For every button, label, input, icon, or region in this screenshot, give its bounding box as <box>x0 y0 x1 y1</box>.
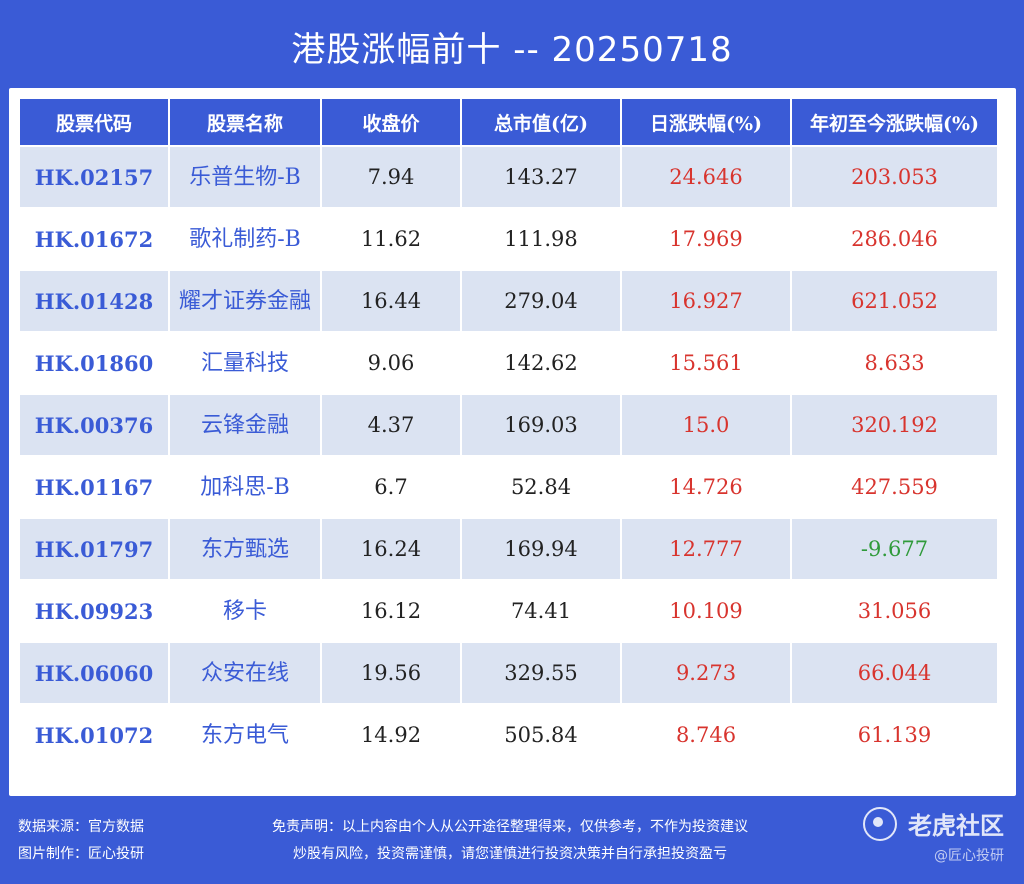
market-cap-cell: 74.41 <box>462 581 620 641</box>
header-market-cap: 总市值(亿) <box>462 99 620 145</box>
market-cap-cell: 505.84 <box>462 705 620 765</box>
market-cap-cell: 169.03 <box>462 395 620 455</box>
stock-name-cell: 耀才证券金融 <box>170 271 320 331</box>
watermark-sub: @匠心投研 <box>934 848 1004 864</box>
stock-code-cell: HK.01797 <box>20 519 168 579</box>
market-cap-cell: 143.27 <box>462 147 620 207</box>
stock-name-cell: 汇量科技 <box>170 333 320 393</box>
stock-name-cell: 云锋金融 <box>170 395 320 455</box>
table-row: HK.00376 云锋金融 4.37 169.03 15.0 320.192 <box>20 395 997 455</box>
table-row: HK.09923 移卡 16.12 74.41 10.109 31.056 <box>20 581 997 641</box>
ytd-change-cell: 31.056 <box>792 581 997 641</box>
ytd-change-cell: -9.677 <box>792 519 997 579</box>
stock-code-cell: HK.06060 <box>20 643 168 703</box>
stock-code-cell: HK.01167 <box>20 457 168 517</box>
stock-name-cell: 乐普生物-B <box>170 147 320 207</box>
footer-left: 数据来源：官方数据 图片制作：匠心投研 <box>18 814 144 868</box>
close-price-cell: 9.06 <box>322 333 460 393</box>
header-name: 股票名称 <box>170 99 320 145</box>
page-title: 港股涨幅前十 -- 20250718 <box>291 30 733 70</box>
day-change-cell: 12.777 <box>622 519 790 579</box>
market-cap-cell: 329.55 <box>462 643 620 703</box>
header-code: 股票代码 <box>20 99 168 145</box>
stock-code-cell: HK.01428 <box>20 271 168 331</box>
market-cap-cell: 52.84 <box>462 457 620 517</box>
day-change-cell: 15.0 <box>622 395 790 455</box>
table-row: HK.01860 汇量科技 9.06 142.62 15.561 8.633 <box>20 333 997 393</box>
ytd-change-cell: 320.192 <box>792 395 997 455</box>
close-price-cell: 14.92 <box>322 705 460 765</box>
market-cap-cell: 279.04 <box>462 271 620 331</box>
disclaimer-line-2: 炒股有风险，投资需谨慎，请您谨慎进行投资决策并自行承担投资盈亏 <box>293 846 727 862</box>
table-row: HK.02157 乐普生物-B 7.94 143.27 24.646 203.053 <box>20 147 997 207</box>
table-row: HK.06060 众安在线 19.56 329.55 9.273 66.044 <box>20 643 997 703</box>
stock-code-cell: HK.00376 <box>20 395 168 455</box>
day-change-cell: 15.561 <box>622 333 790 393</box>
watermark-brand: 老虎社区 <box>908 812 1004 840</box>
day-change-cell: 17.969 <box>622 209 790 269</box>
stock-code-cell: HK.01672 <box>20 209 168 269</box>
header-close: 收盘价 <box>322 99 460 145</box>
ytd-change-cell: 8.633 <box>792 333 997 393</box>
table-row: HK.01072 东方电气 14.92 505.84 8.746 61.139 <box>20 705 997 765</box>
stock-code-cell: HK.09923 <box>20 581 168 641</box>
footer-disclaimer: 免责声明：以上内容由个人从公开途径整理得来，仅供参考，不作为投资建议 炒股有风险… <box>250 814 770 868</box>
header-ytd-change: 年初至今涨跌幅(%) <box>792 99 997 145</box>
day-change-cell: 9.273 <box>622 643 790 703</box>
close-price-cell: 16.24 <box>322 519 460 579</box>
day-change-cell: 14.726 <box>622 457 790 517</box>
close-price-cell: 16.12 <box>322 581 460 641</box>
tiger-logo-icon <box>862 806 897 841</box>
close-price-cell: 19.56 <box>322 643 460 703</box>
stock-name-cell: 东方电气 <box>170 705 320 765</box>
stock-name-cell: 歌礼制药-B <box>170 209 320 269</box>
maker-text: 图片制作：匠心投研 <box>18 846 144 862</box>
stock-code-cell: HK.01860 <box>20 333 168 393</box>
table-row: HK.01797 东方甄选 16.24 169.94 12.777 -9.677 <box>20 519 997 579</box>
day-change-cell: 8.746 <box>622 705 790 765</box>
day-change-cell: 10.109 <box>622 581 790 641</box>
table-body: HK.02157 乐普生物-B 7.94 143.27 24.646 203.053 HK.… <box>20 147 997 765</box>
table-row: HK.01428 耀才证券金融 16.44 279.04 16.927 621.052 <box>20 271 997 331</box>
ytd-change-cell: 66.044 <box>792 643 997 703</box>
ytd-change-cell: 621.052 <box>792 271 997 331</box>
close-price-cell: 7.94 <box>322 147 460 207</box>
market-cap-cell: 169.94 <box>462 519 620 579</box>
stock-table: 股票代码 股票名称 收盘价 总市值(亿) 日涨跌幅(%) 年初至今涨跌幅(%) … <box>18 97 999 767</box>
close-price-cell: 16.44 <box>322 271 460 331</box>
ytd-change-cell: 203.053 <box>792 147 997 207</box>
market-cap-cell: 111.98 <box>462 209 620 269</box>
ytd-change-cell: 427.559 <box>792 457 997 517</box>
stock-name-cell: 东方甄选 <box>170 519 320 579</box>
stock-name-cell: 众安在线 <box>170 643 320 703</box>
ytd-change-cell: 61.139 <box>792 705 997 765</box>
table-row: HK.01672 歌礼制药-B 11.62 111.98 17.969 286.046 <box>20 209 997 269</box>
header-day-change: 日涨跌幅(%) <box>622 99 790 145</box>
stock-code-cell: HK.02157 <box>20 147 168 207</box>
stock-name-cell: 移卡 <box>170 581 320 641</box>
data-source-text: 数据来源：官方数据 <box>18 819 144 835</box>
day-change-cell: 24.646 <box>622 147 790 207</box>
watermark: 老虎社区 @匠心投研 <box>862 806 1004 865</box>
close-price-cell: 4.37 <box>322 395 460 455</box>
ytd-change-cell: 286.046 <box>792 209 997 269</box>
close-price-cell: 11.62 <box>322 209 460 269</box>
table-header-row: 股票代码 股票名称 收盘价 总市值(亿) 日涨跌幅(%) 年初至今涨跌幅(%) <box>20 99 997 145</box>
stock-code-cell: HK.01072 <box>20 705 168 765</box>
day-change-cell: 16.927 <box>622 271 790 331</box>
stock-name-cell: 加科思-B <box>170 457 320 517</box>
table-row: HK.01167 加科思-B 6.7 52.84 14.726 427.559 <box>20 457 997 517</box>
table-panel: 股票代码 股票名称 收盘价 总市值(亿) 日涨跌幅(%) 年初至今涨跌幅(%) … <box>9 88 1016 796</box>
disclaimer-line-1: 免责声明：以上内容由个人从公开途径整理得来，仅供参考，不作为投资建议 <box>272 819 748 835</box>
market-cap-cell: 142.62 <box>462 333 620 393</box>
close-price-cell: 6.7 <box>322 457 460 517</box>
